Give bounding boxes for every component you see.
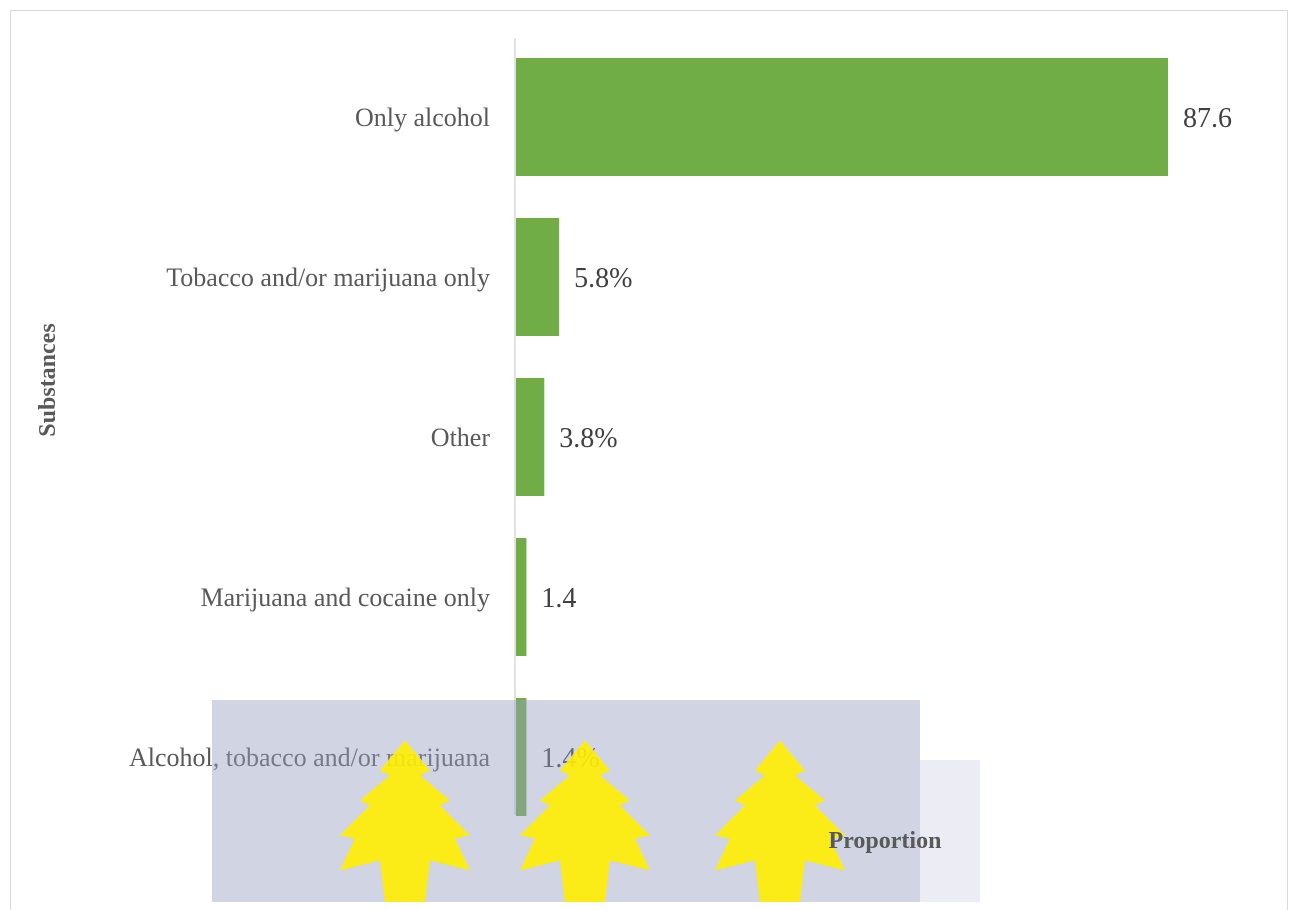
value-labels: 87.6 5.8% 3.8% 1.4 1.4%	[541, 103, 1232, 774]
value-label-other: 3.8%	[559, 423, 617, 454]
bar-only-alcohol	[516, 58, 1168, 176]
y-axis-title: Substances	[35, 323, 61, 436]
bars-group	[516, 58, 1168, 816]
category-label-other: Other	[431, 423, 491, 452]
value-label-marijuana-and-cocaine-only: 1.4	[541, 583, 576, 614]
value-label-only-alcohol: 87.6	[1183, 103, 1232, 134]
category-label-alcohol-tobacco-and-or-marijuana: Alcohol, tobacco and/or marijuana	[129, 743, 490, 772]
bar-other	[516, 378, 545, 496]
category-label-tobacco-and-or-marijuana-only: Tobacco and/or marijuana only	[166, 263, 490, 292]
bar-tobacco-and-or-marijuana-only	[516, 218, 560, 336]
category-label-only-alcohol: Only alcohol	[355, 103, 490, 132]
bar-marijuana-and-cocaine-only	[516, 538, 527, 656]
value-label-alcohol-tobacco-and-or-marijuana: 1.4%	[541, 743, 599, 774]
value-label-tobacco-and-or-marijuana-only: 5.8%	[574, 263, 632, 294]
category-label-marijuana-and-cocaine-only: Marijuana and cocaine only	[201, 583, 491, 612]
bar-alcohol-tobacco-and-or-marijuana	[516, 698, 527, 816]
category-labels: Only alcohol Tobacco and/or marijuana onl…	[129, 103, 490, 772]
